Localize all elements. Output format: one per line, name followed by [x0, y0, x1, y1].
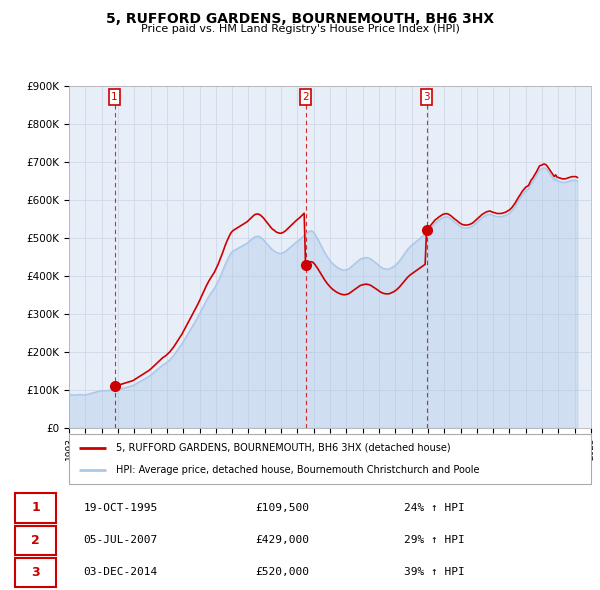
Text: 24% ↑ HPI: 24% ↑ HPI [404, 503, 465, 513]
FancyBboxPatch shape [69, 434, 591, 484]
Text: 19-OCT-1995: 19-OCT-1995 [83, 503, 157, 513]
Text: 1: 1 [111, 92, 118, 102]
Text: 03-DEC-2014: 03-DEC-2014 [83, 567, 157, 577]
Text: 29% ↑ HPI: 29% ↑ HPI [404, 535, 465, 545]
Text: 5, RUFFORD GARDENS, BOURNEMOUTH, BH6 3HX: 5, RUFFORD GARDENS, BOURNEMOUTH, BH6 3HX [106, 12, 494, 26]
FancyBboxPatch shape [15, 526, 56, 555]
Text: 39% ↑ HPI: 39% ↑ HPI [404, 567, 465, 577]
Text: 05-JUL-2007: 05-JUL-2007 [83, 535, 157, 545]
Text: £109,500: £109,500 [256, 503, 310, 513]
FancyBboxPatch shape [15, 558, 56, 587]
Text: £520,000: £520,000 [256, 567, 310, 577]
Text: 5, RUFFORD GARDENS, BOURNEMOUTH, BH6 3HX (detached house): 5, RUFFORD GARDENS, BOURNEMOUTH, BH6 3HX… [116, 442, 451, 453]
Text: 2: 2 [302, 92, 309, 102]
FancyBboxPatch shape [15, 493, 56, 523]
Text: 2: 2 [31, 533, 40, 546]
Text: Price paid vs. HM Land Registry's House Price Index (HPI): Price paid vs. HM Land Registry's House … [140, 24, 460, 34]
Text: 1: 1 [31, 502, 40, 514]
Text: £429,000: £429,000 [256, 535, 310, 545]
Text: 3: 3 [31, 566, 40, 579]
Text: 3: 3 [423, 92, 430, 102]
Text: HPI: Average price, detached house, Bournemouth Christchurch and Poole: HPI: Average price, detached house, Bour… [116, 465, 479, 475]
